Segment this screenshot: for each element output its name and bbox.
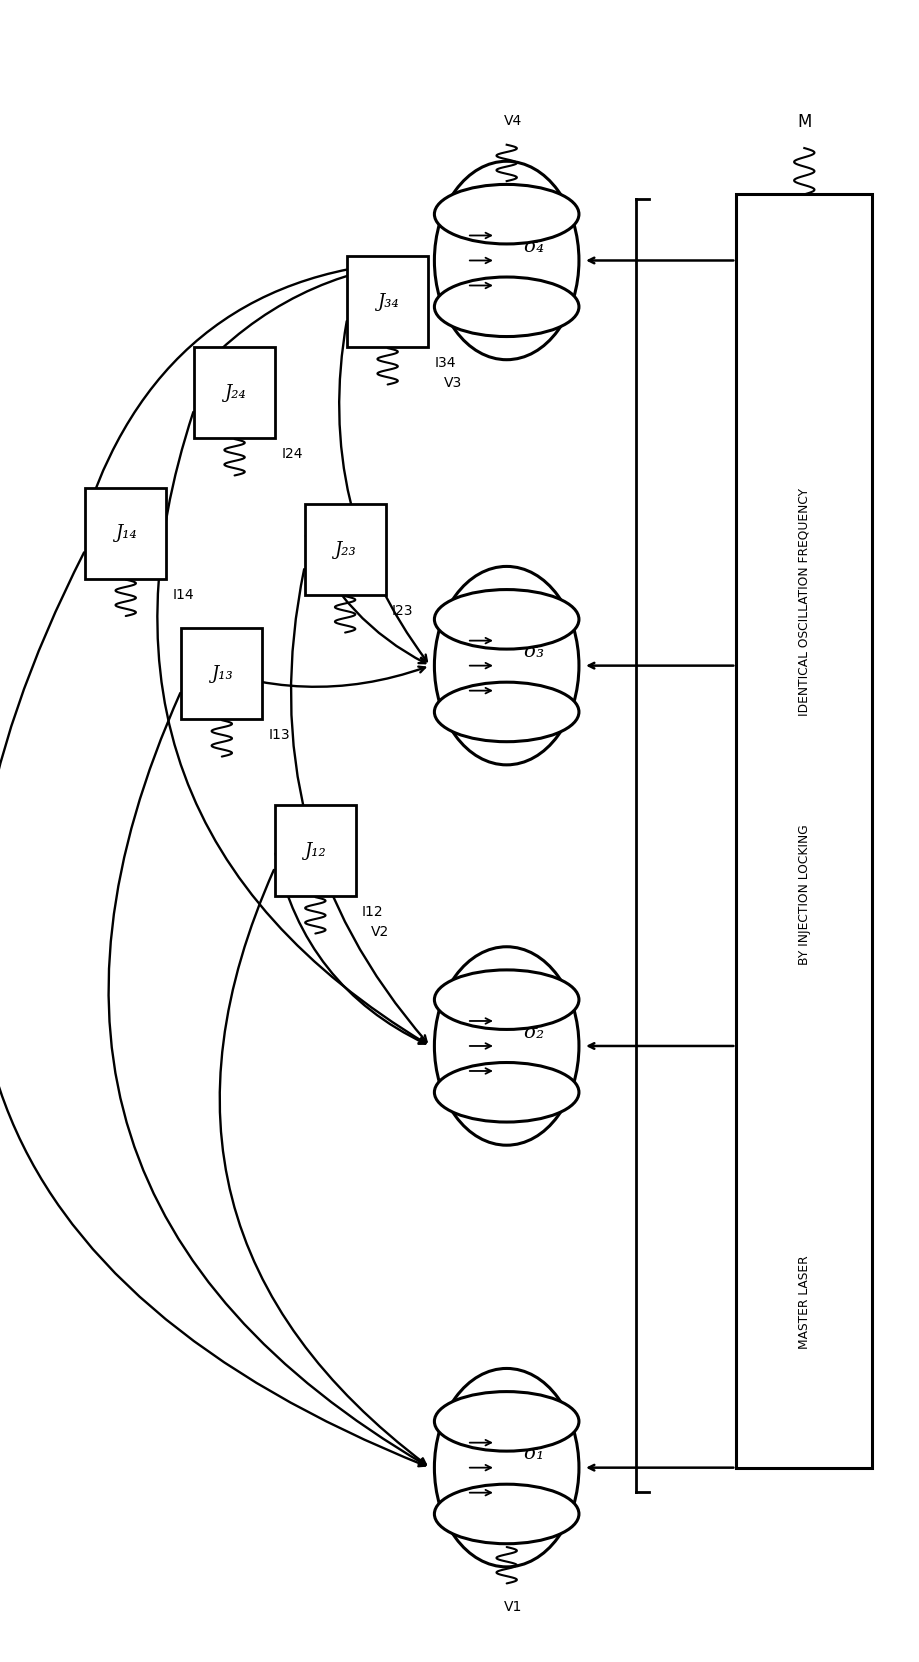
Text: I14: I14 <box>173 588 194 602</box>
Text: I13: I13 <box>268 728 290 743</box>
Text: σ₄: σ₄ <box>524 238 545 256</box>
Text: V1: V1 <box>505 1601 523 1614</box>
FancyArrowPatch shape <box>157 412 425 1044</box>
Text: V3: V3 <box>444 376 462 391</box>
FancyArrowPatch shape <box>108 693 425 1464</box>
Text: σ₂: σ₂ <box>524 1024 545 1042</box>
FancyArrowPatch shape <box>339 321 427 661</box>
FancyArrowPatch shape <box>291 568 426 1042</box>
Bar <box>181 628 262 720</box>
Bar <box>275 806 356 896</box>
FancyArrowPatch shape <box>0 552 425 1466</box>
Text: I23: I23 <box>391 605 414 618</box>
Bar <box>194 347 275 439</box>
Text: J₂₄: J₂₄ <box>223 384 245 402</box>
FancyArrowPatch shape <box>276 854 425 1044</box>
Bar <box>347 256 428 347</box>
Ellipse shape <box>435 278 579 336</box>
Ellipse shape <box>435 1484 579 1544</box>
Bar <box>85 489 166 578</box>
Ellipse shape <box>435 1062 579 1122</box>
Text: I34: I34 <box>435 356 456 371</box>
Bar <box>736 194 872 1468</box>
Text: J₁₃: J₁₃ <box>211 665 233 683</box>
Text: σ₃: σ₃ <box>524 643 545 661</box>
Text: J₁₂: J₁₂ <box>304 843 326 859</box>
Text: I12: I12 <box>362 906 384 919</box>
Text: BY INJECTION LOCKING: BY INJECTION LOCKING <box>798 824 811 966</box>
Ellipse shape <box>435 590 579 650</box>
Text: J₃₄: J₃₄ <box>377 293 399 311</box>
Text: V2: V2 <box>370 926 389 939</box>
Bar <box>305 504 385 595</box>
Text: σ₁: σ₁ <box>524 1446 545 1464</box>
Text: J₁₄: J₁₄ <box>115 524 137 542</box>
Text: V4: V4 <box>505 115 523 128</box>
Text: J₂₃: J₂₃ <box>335 540 356 558</box>
Text: M: M <box>797 113 811 131</box>
Ellipse shape <box>435 681 579 741</box>
FancyArrowPatch shape <box>196 258 425 374</box>
Text: I24: I24 <box>281 447 303 462</box>
Ellipse shape <box>435 184 579 244</box>
FancyArrowPatch shape <box>184 658 425 686</box>
FancyArrowPatch shape <box>220 869 425 1464</box>
FancyArrowPatch shape <box>86 258 425 514</box>
FancyArrowPatch shape <box>306 535 425 663</box>
Ellipse shape <box>435 1391 579 1451</box>
Text: IDENTICAL OSCILLATION FREQUENCY: IDENTICAL OSCILLATION FREQUENCY <box>798 489 811 716</box>
Ellipse shape <box>435 971 579 1029</box>
FancyArrowPatch shape <box>350 263 425 286</box>
Text: MASTER LASER: MASTER LASER <box>798 1255 811 1350</box>
